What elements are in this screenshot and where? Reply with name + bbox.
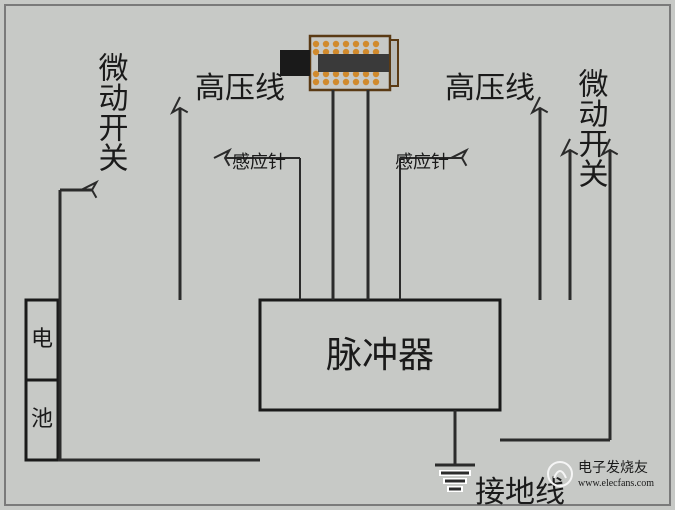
coil-dot bbox=[343, 41, 349, 47]
coil-dot bbox=[373, 41, 379, 47]
battery-top-char: 电 bbox=[31, 326, 53, 351]
coil-dot bbox=[313, 41, 319, 47]
coil-core bbox=[318, 54, 394, 72]
coil-dot bbox=[363, 79, 369, 85]
micro-label-right: 微动开关 bbox=[574, 68, 609, 188]
coil-dot bbox=[313, 79, 319, 85]
watermark-sub: www.elecfans.com bbox=[578, 478, 654, 489]
coil-dot bbox=[333, 41, 339, 47]
battery-bot-char: 池 bbox=[31, 406, 53, 431]
coil-endcap bbox=[390, 40, 398, 86]
watermark-text: 电子发烧友 bbox=[578, 460, 648, 476]
sense-label-left: 感应针 bbox=[232, 152, 286, 172]
coil-dot bbox=[373, 79, 379, 85]
coil-dot bbox=[323, 79, 329, 85]
coil-dot bbox=[323, 41, 329, 47]
hv-label-left: 高压线 bbox=[195, 72, 285, 105]
hv-label-right: 高压线 bbox=[445, 72, 535, 105]
sense-label-right: 感应针 bbox=[395, 152, 449, 172]
coil-dot bbox=[343, 79, 349, 85]
micro-label-left: 微动开关 bbox=[94, 52, 129, 172]
coil-dot bbox=[353, 79, 359, 85]
coil-dot bbox=[353, 41, 359, 47]
coil-dot bbox=[333, 79, 339, 85]
ground-label: 接地线 bbox=[475, 476, 565, 509]
coil-dot bbox=[363, 41, 369, 47]
pulser-label: 脉冲器 bbox=[326, 335, 434, 375]
